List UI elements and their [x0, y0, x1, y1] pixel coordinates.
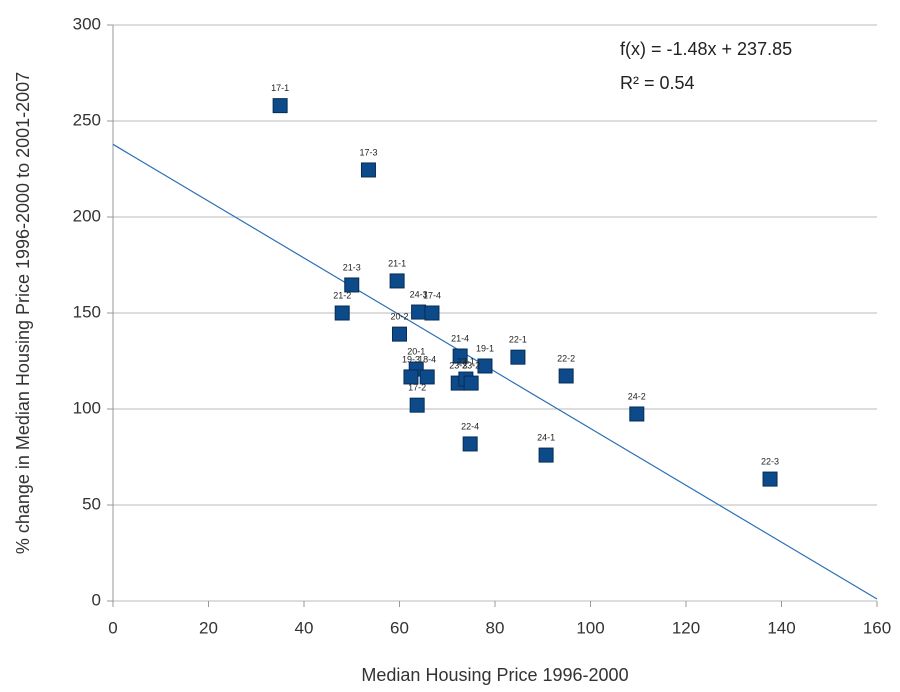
point — [463, 375, 479, 391]
point-label: 17-3 — [359, 147, 377, 157]
point-label: 21-4 — [451, 333, 469, 343]
point — [629, 406, 645, 422]
point — [477, 358, 493, 374]
point — [389, 273, 405, 289]
point-label: 24-3 — [410, 289, 428, 299]
y-tick-label: 200 — [73, 206, 101, 225]
y-tick-label: 50 — [82, 494, 101, 513]
trendline — [112, 143, 878, 600]
point-label: 24-1 — [537, 432, 555, 442]
point — [411, 304, 427, 320]
y-tick-label: 150 — [73, 302, 101, 321]
point — [272, 98, 288, 114]
y-axis-title: % change in Median Housing Price 1996-20… — [13, 72, 33, 554]
point — [409, 397, 425, 413]
point — [424, 305, 440, 321]
point — [452, 348, 468, 364]
point-label: 17-2 — [408, 383, 426, 393]
point-label: 17-1 — [271, 83, 289, 93]
y-tick-label: 0 — [92, 590, 101, 609]
x-tick-label: 100 — [576, 618, 604, 637]
point-label: 22-3 — [761, 456, 779, 466]
x-tick-label: 120 — [672, 618, 700, 637]
point-label: 22-4 — [461, 421, 479, 431]
y-tick-label: 250 — [73, 110, 101, 129]
x-tick-label: 20 — [199, 618, 218, 637]
x-tick-label: 80 — [486, 618, 505, 637]
point-label: 20-1 — [407, 346, 425, 356]
point-label: 23-3 — [449, 360, 467, 370]
point-label: 21-2 — [333, 290, 351, 300]
y-tick-label: 300 — [73, 14, 101, 33]
point — [558, 368, 574, 384]
point — [510, 349, 526, 365]
point — [462, 436, 478, 452]
point-label: 19-1 — [476, 343, 494, 353]
x-tick-label: 140 — [767, 618, 795, 637]
point-label: 23-2 — [462, 360, 480, 370]
point-label: 21-1 — [388, 258, 406, 268]
point — [403, 369, 419, 385]
x-tick-label: 0 — [108, 618, 117, 637]
x-axis-title: Median Housing Price 1996-2000 — [361, 665, 628, 685]
point — [762, 471, 778, 487]
x-tick-label: 40 — [295, 618, 314, 637]
x-tick-label: 160 — [863, 618, 891, 637]
point — [392, 326, 407, 342]
trend-equation: f(x) = -1.48x + 237.85 — [620, 39, 792, 59]
point-label: 17-4 — [423, 290, 441, 300]
x-tick-label: 60 — [390, 618, 409, 637]
y-tick-label: 100 — [73, 398, 101, 417]
point — [360, 162, 376, 178]
point-label: 21-3 — [343, 262, 361, 272]
point — [538, 447, 554, 463]
point-label: 22-2 — [557, 353, 575, 363]
trend-r2: R² = 0.54 — [620, 73, 695, 93]
point — [334, 305, 350, 321]
point-label: 22-1 — [509, 335, 527, 345]
point — [344, 277, 360, 293]
point — [419, 369, 435, 385]
point-label: 23-1 — [457, 356, 475, 366]
point-label: 24-2 — [628, 391, 646, 401]
point-label: 18-4 — [418, 354, 436, 364]
point-label: 20-2 — [390, 311, 408, 321]
point-label: 19-3 — [402, 354, 420, 364]
